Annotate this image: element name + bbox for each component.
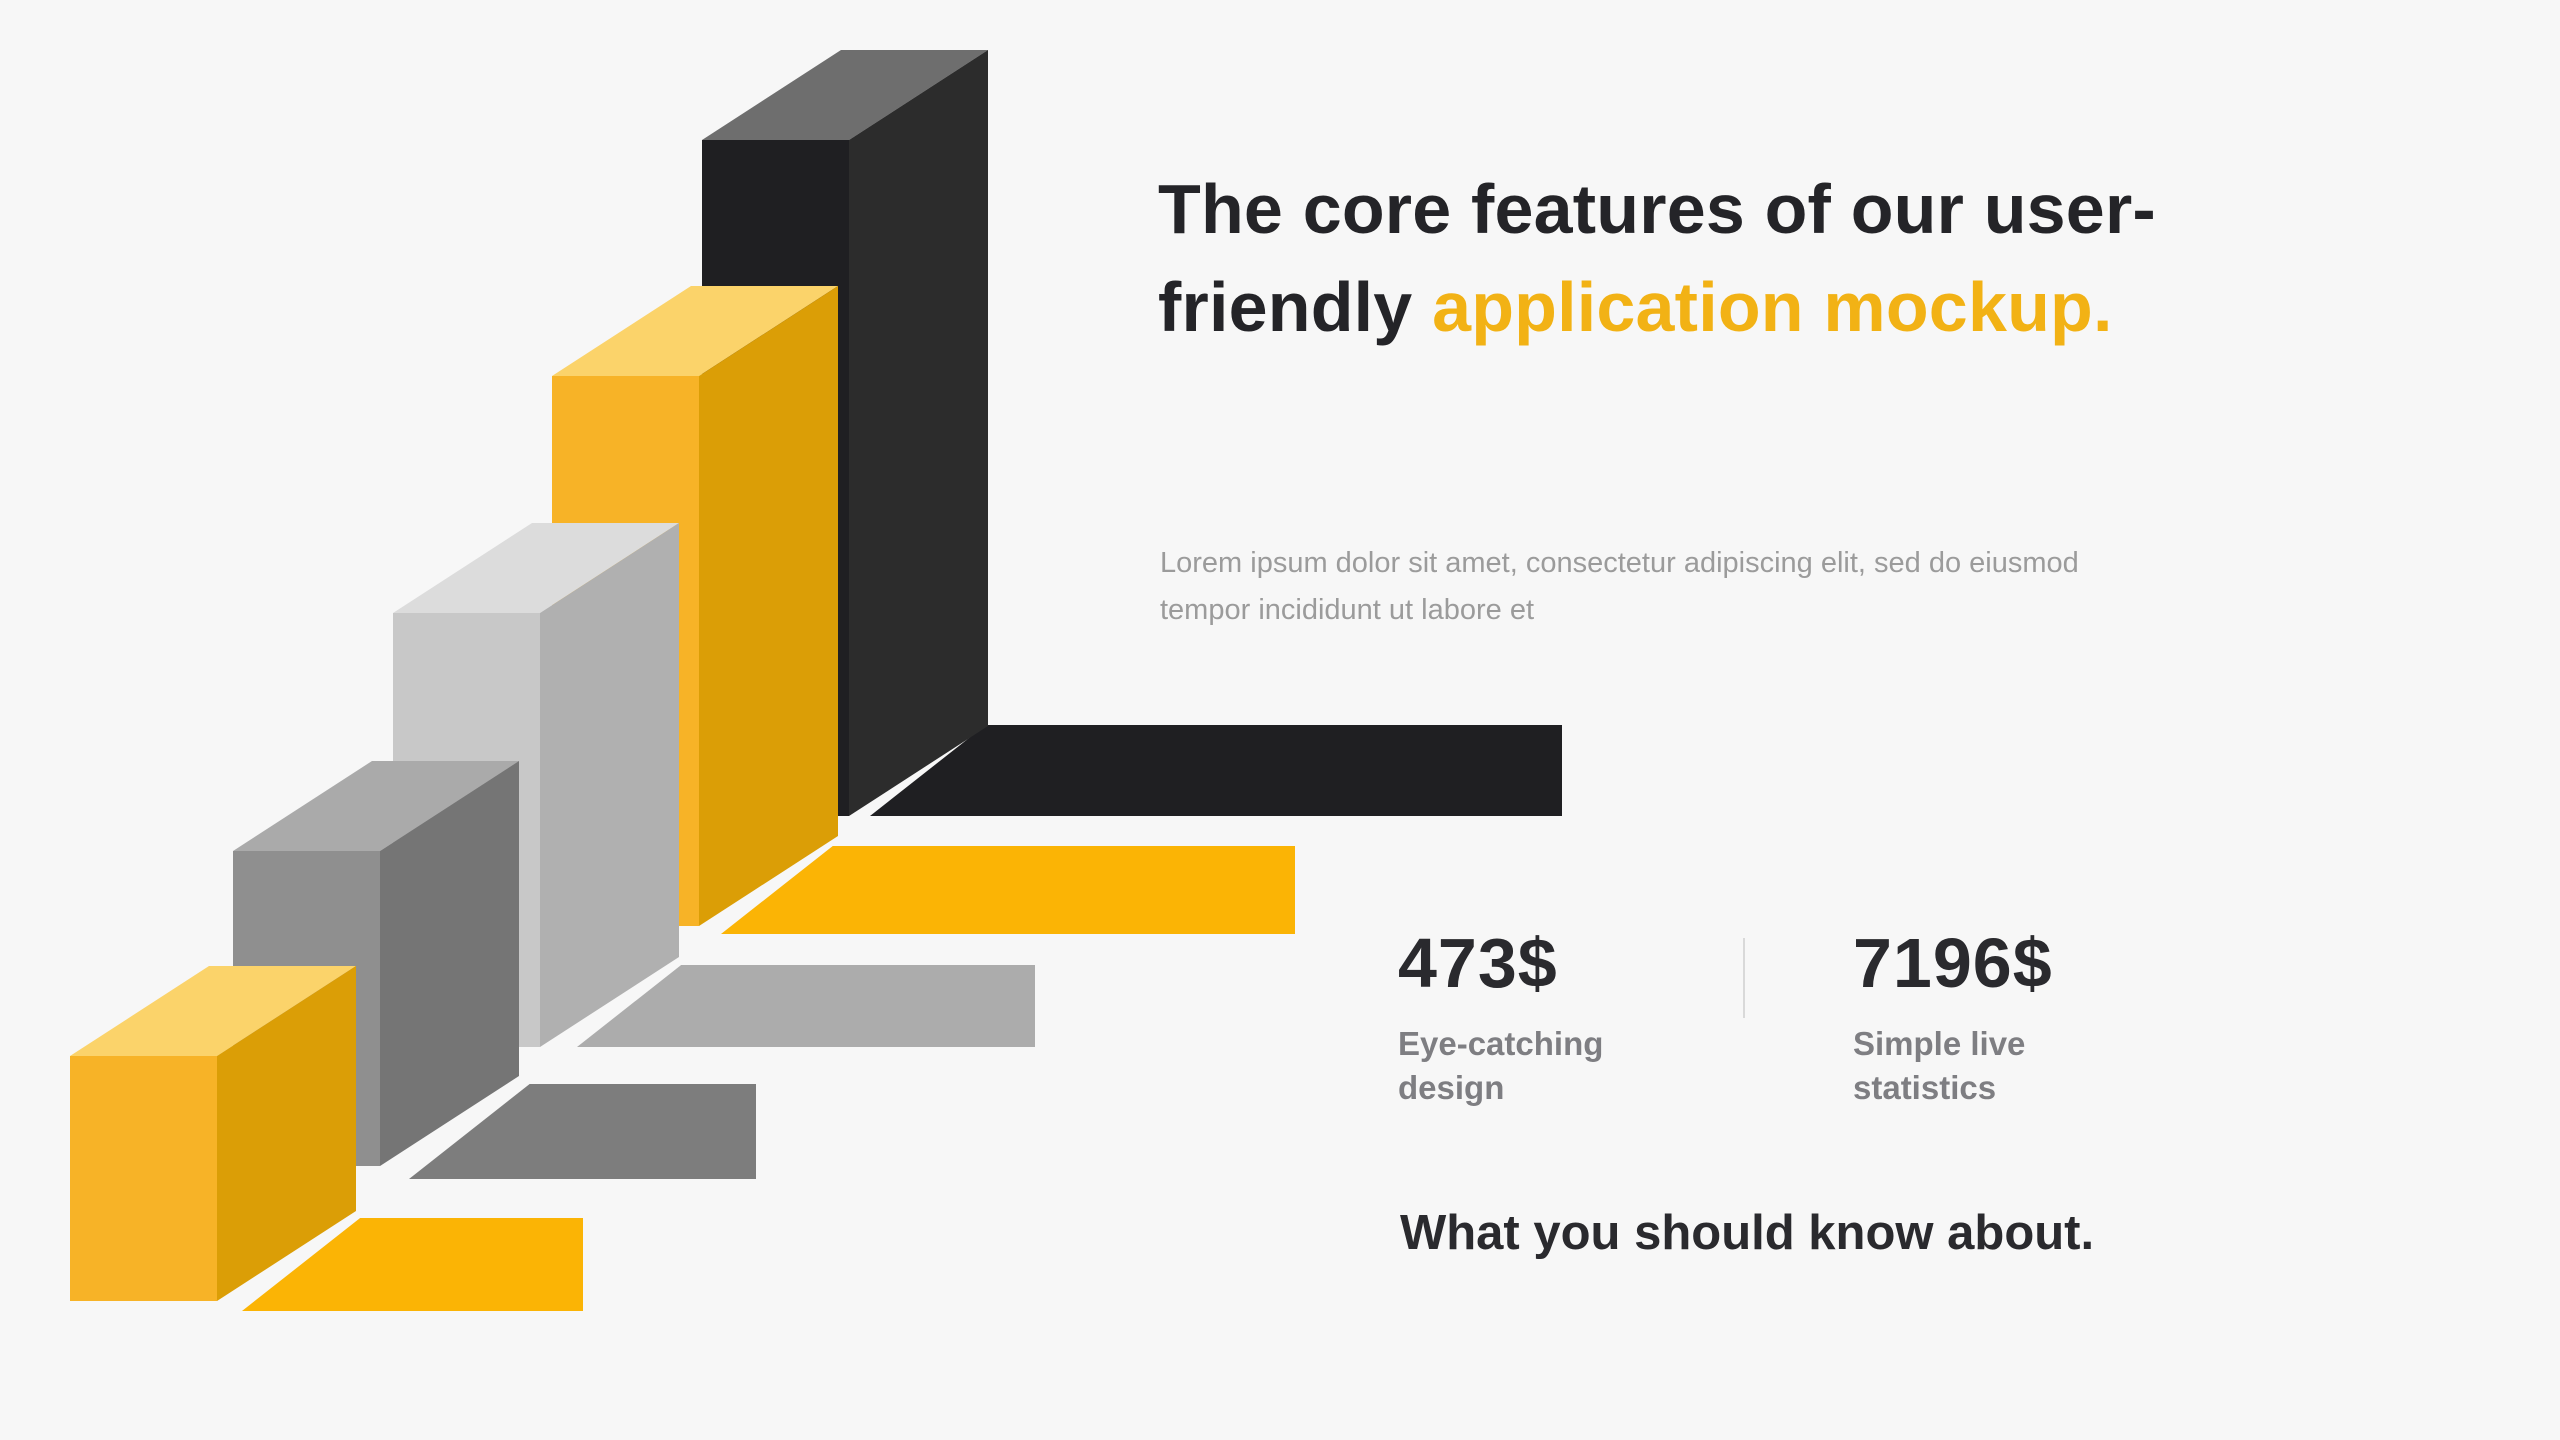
column-bar-1-front-face: [70, 1056, 217, 1301]
stats-divider: [1743, 938, 1745, 1018]
stat-value: 7196$: [1853, 924, 2053, 1002]
description-paragraph: Lorem ipsum dolor sit amet, consectetur …: [1160, 547, 2079, 626]
column-bar-1-top-face: [70, 966, 356, 1056]
column-bar-2-side-face: [380, 761, 519, 1166]
column-bar-5-side-face: [849, 50, 988, 816]
stat-eye-catching-design: 473$ Eye-catching design: [1398, 928, 1743, 1109]
column-bar-3-side-face: [540, 523, 679, 1047]
stats-row: 473$ Eye-catching design 7196$ Simple li…: [1398, 928, 2173, 1109]
column-bar-1-side-face: [217, 966, 356, 1301]
floor-bar-light-gray: [577, 965, 1035, 1047]
column-bar-5-top-face: [702, 50, 988, 140]
stat-simple-live-statistics: 7196$ Simple live statistics: [1853, 928, 2173, 1109]
stat-value: 473$: [1398, 924, 1558, 1002]
headline-dark-text: The core features of our user-friendly: [1158, 170, 2156, 346]
stat-label: Eye-catching design: [1398, 1025, 1604, 1106]
floor-bar-black: [870, 725, 1562, 816]
floor-bar-yellow-2: [242, 1218, 583, 1311]
column-bar-2-top-face: [233, 761, 519, 851]
headline: The core features of our user-friendly a…: [1158, 160, 2168, 356]
floor-bar-dark-gray: [409, 1084, 756, 1179]
headline-accent-text: application mockup.: [1432, 268, 2113, 346]
floor-bar-yellow: [721, 846, 1295, 934]
column-bar-3-top-face: [393, 523, 679, 613]
column-bar-4-top-face: [552, 286, 838, 376]
footnote-heading: What you should know about.: [1400, 1206, 2095, 1260]
column-bar-4-side-face: [699, 286, 838, 926]
stat-label: Simple live statistics: [1853, 1025, 2026, 1106]
